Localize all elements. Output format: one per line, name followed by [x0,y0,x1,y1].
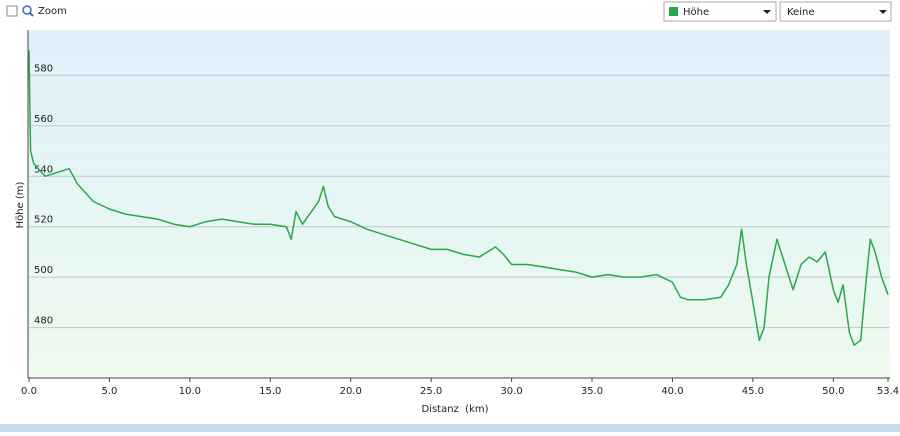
y-axis-title: Höhe (m) [15,181,26,228]
x-tick-label: 0.0 [21,386,37,397]
dropdown-arrow [763,10,771,14]
secondary-select[interactable] [779,1,892,22]
legend-swatch [669,7,678,16]
dropdown-arrow [879,10,887,14]
x-tick-label: 30.0 [500,386,522,397]
x-tick-label: 53.4 [877,386,899,397]
x-tick-label: 5.0 [101,386,117,397]
x-axis-title: Distanz (km) [421,404,488,415]
x-tick-label: 35.0 [581,386,603,397]
x-tick-label: 45.0 [742,386,764,397]
secondary-select-label: Keine [787,7,814,18]
elevation-line [28,50,889,346]
zoom-checkbox[interactable] [6,5,18,17]
series-select[interactable] [663,1,777,22]
plot-area [28,30,890,378]
zoom-icon [22,5,32,15]
y-tick-label: 540 [34,164,53,175]
y-tick-label: 580 [34,63,53,74]
zoom-icon-handle [29,12,34,17]
zoom-label: Zoom [38,6,67,17]
x-tick-label: 50.0 [822,386,844,397]
x-tick-label: 40.0 [661,386,683,397]
status-bar [0,424,900,432]
y-tick-label: 560 [34,114,53,125]
y-tick-label: 480 [34,316,53,327]
x-tick-label: 20.0 [340,386,362,397]
x-tick-label: 15.0 [259,386,281,397]
x-tick-label: 10.0 [179,386,201,397]
y-tick-label: 520 [34,215,53,226]
y-tick-label: 500 [34,265,53,276]
legend-label: Höhe [683,7,709,18]
x-tick-label: 25.0 [420,386,442,397]
